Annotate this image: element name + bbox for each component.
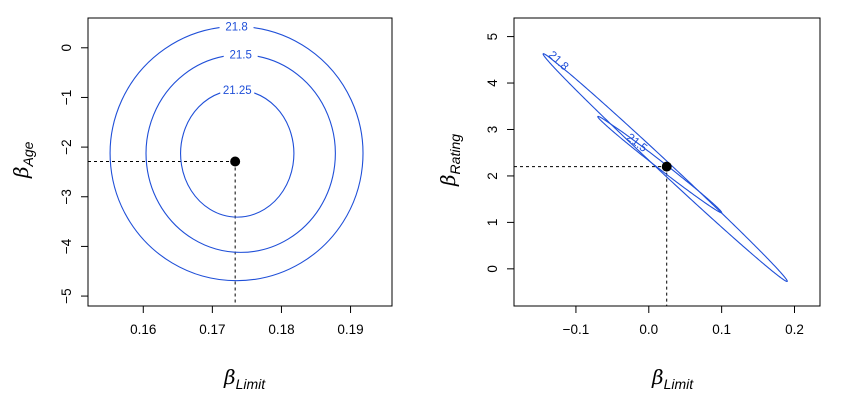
left-panel: 21.25 21.5 21.8 0.16 0.17 0.18 0.19 0 −1 −2 −3 −4… bbox=[9, 17, 393, 392]
right-y-tick-label: 0 bbox=[485, 265, 500, 273]
left-contour-line bbox=[109, 27, 364, 282]
left-contour-label: 21.8 bbox=[225, 21, 247, 33]
right-x-tick-label: 0.1 bbox=[712, 322, 731, 337]
left-x-tick-label: 0.17 bbox=[199, 322, 225, 337]
right-y-tick-label: 3 bbox=[485, 126, 500, 134]
right-minimum bbox=[661, 161, 672, 172]
right-y-tick-label: 1 bbox=[485, 219, 500, 227]
left-y-tick-label: −5 bbox=[59, 288, 74, 303]
right-y-tick-label: 5 bbox=[485, 33, 500, 41]
right-y-axis-label: βRating bbox=[436, 134, 463, 187]
right-x-tick-label: −0.1 bbox=[563, 322, 590, 337]
left-y-axis: 0 −1 −2 −3 −4 −5 bbox=[59, 44, 88, 304]
left-y-tick-label: −1 bbox=[59, 90, 74, 105]
left-x-axis-label: βLimit bbox=[223, 365, 266, 392]
right-y-tick-label: 4 bbox=[485, 79, 500, 87]
left-guide-lines bbox=[88, 161, 236, 306]
right-y-tick-label: 2 bbox=[485, 172, 500, 180]
left-contour-line bbox=[180, 92, 295, 218]
right-contour-line bbox=[542, 53, 788, 283]
left-y-tick-label: −4 bbox=[59, 238, 74, 254]
left-x-axis: 0.16 0.17 0.18 0.19 bbox=[130, 306, 364, 337]
right-x-axis: −0.1 0.0 0.1 0.2 bbox=[563, 306, 804, 337]
left-contour-line bbox=[145, 55, 336, 253]
right-guide-lines bbox=[514, 166, 668, 306]
left-contours bbox=[109, 27, 364, 282]
right-y-axis: 0 1 2 3 4 5 bbox=[485, 33, 514, 273]
right-minimum-point bbox=[661, 161, 672, 172]
left-x-tick-label: 0.18 bbox=[268, 322, 294, 337]
left-contour-labels: 21.25 21.5 21.8 bbox=[223, 21, 252, 97]
left-x-tick-label: 0.19 bbox=[337, 322, 363, 337]
left-y-tick-label: −3 bbox=[59, 189, 74, 204]
left-y-axis-label: βAge bbox=[9, 141, 36, 179]
right-contour-line bbox=[597, 115, 723, 214]
left-y-tick-label: −2 bbox=[59, 139, 74, 154]
left-contour-label: 21.25 bbox=[223, 85, 252, 97]
left-minimum-point bbox=[230, 156, 241, 167]
left-minimum bbox=[230, 156, 241, 167]
right-x-axis-label: βLimit bbox=[651, 365, 694, 392]
left-y-tick-label: 0 bbox=[59, 44, 74, 52]
left-x-tick-label: 0.16 bbox=[130, 322, 156, 337]
right-x-tick-label: 0.2 bbox=[785, 322, 804, 337]
right-contour-label: 21.8 bbox=[546, 49, 571, 73]
right-x-tick-label: 0.0 bbox=[639, 322, 658, 337]
left-contour-label: 21.5 bbox=[229, 50, 251, 62]
